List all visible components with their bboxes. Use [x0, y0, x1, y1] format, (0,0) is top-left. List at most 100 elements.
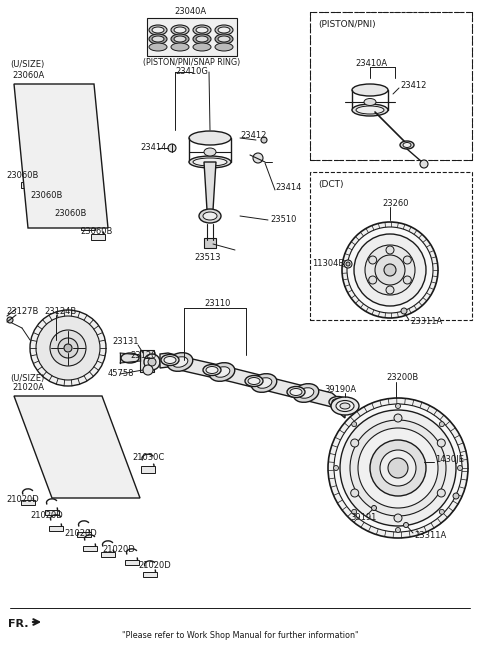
Bar — [65, 216, 79, 222]
Text: 23260: 23260 — [382, 200, 408, 209]
Circle shape — [386, 286, 394, 294]
Text: 23412: 23412 — [400, 81, 426, 90]
Circle shape — [352, 510, 357, 514]
Bar — [91, 234, 105, 240]
Text: (PISTON/PNI/SNAP RING): (PISTON/PNI/SNAP RING) — [144, 57, 240, 66]
Ellipse shape — [352, 104, 388, 116]
Text: 39191: 39191 — [350, 514, 376, 523]
Text: 23513: 23513 — [195, 254, 221, 263]
Ellipse shape — [332, 398, 344, 406]
Text: 21020A: 21020A — [12, 384, 44, 393]
Text: 23120: 23120 — [130, 352, 156, 361]
Ellipse shape — [364, 99, 376, 105]
Ellipse shape — [152, 27, 164, 33]
Circle shape — [334, 404, 462, 532]
Ellipse shape — [204, 148, 216, 156]
Ellipse shape — [193, 158, 227, 166]
Ellipse shape — [193, 25, 211, 35]
Circle shape — [340, 410, 456, 526]
Text: 21020D: 21020D — [6, 495, 39, 504]
Circle shape — [342, 222, 438, 318]
Text: 23060A: 23060A — [12, 72, 44, 81]
Ellipse shape — [215, 43, 233, 51]
Bar — [310, 172, 472, 320]
Circle shape — [346, 262, 350, 266]
Circle shape — [50, 330, 86, 366]
Text: 23060B: 23060B — [6, 170, 38, 179]
Text: 23311A: 23311A — [410, 317, 442, 326]
Ellipse shape — [331, 397, 359, 415]
Bar — [81, 224, 95, 230]
Ellipse shape — [336, 400, 354, 411]
Circle shape — [261, 137, 267, 143]
Ellipse shape — [403, 142, 411, 148]
Ellipse shape — [171, 43, 189, 51]
Text: 23124B: 23124B — [44, 307, 76, 317]
Circle shape — [365, 245, 415, 295]
Ellipse shape — [149, 43, 167, 51]
Circle shape — [334, 465, 338, 471]
Circle shape — [388, 458, 408, 478]
Circle shape — [347, 227, 433, 313]
Text: (U/SIZE): (U/SIZE) — [10, 60, 44, 70]
Ellipse shape — [215, 34, 233, 44]
Circle shape — [144, 354, 160, 370]
Circle shape — [394, 414, 402, 422]
Ellipse shape — [171, 34, 189, 44]
Bar — [45, 510, 59, 515]
Ellipse shape — [209, 363, 235, 382]
Text: 23060B: 23060B — [30, 190, 62, 200]
Bar — [140, 350, 154, 372]
Circle shape — [344, 260, 352, 268]
Bar — [21, 182, 35, 188]
Circle shape — [351, 439, 359, 447]
Polygon shape — [14, 396, 140, 498]
Bar — [77, 532, 91, 537]
Text: (DCT): (DCT) — [318, 179, 344, 188]
Text: 23131: 23131 — [112, 337, 139, 346]
Circle shape — [143, 365, 153, 375]
Ellipse shape — [287, 387, 305, 398]
Text: 23410G: 23410G — [176, 68, 208, 77]
Circle shape — [354, 234, 426, 306]
Ellipse shape — [400, 141, 414, 149]
Text: (PISTON/PNI): (PISTON/PNI) — [318, 20, 376, 29]
Bar — [143, 572, 157, 577]
Text: 23311A: 23311A — [414, 530, 446, 540]
Text: 23060B: 23060B — [54, 209, 86, 218]
Circle shape — [375, 255, 405, 285]
Ellipse shape — [172, 357, 188, 367]
Text: 11304B: 11304B — [312, 259, 344, 268]
Circle shape — [453, 493, 459, 499]
Circle shape — [64, 344, 72, 352]
Circle shape — [384, 264, 396, 276]
Text: 23414: 23414 — [140, 144, 167, 153]
Text: 23110: 23110 — [205, 300, 231, 309]
Text: 1430JE: 1430JE — [435, 456, 464, 465]
Ellipse shape — [356, 106, 384, 114]
Circle shape — [439, 510, 444, 514]
Circle shape — [36, 316, 100, 380]
Ellipse shape — [206, 367, 218, 374]
Ellipse shape — [167, 353, 193, 371]
Ellipse shape — [174, 27, 186, 33]
Ellipse shape — [149, 25, 167, 35]
Circle shape — [380, 450, 416, 486]
Ellipse shape — [196, 36, 208, 42]
Ellipse shape — [293, 384, 319, 402]
Circle shape — [350, 420, 446, 516]
Text: 23127B: 23127B — [6, 307, 38, 317]
Text: "Please refer to Work Shop Manual for further information": "Please refer to Work Shop Manual for fu… — [122, 632, 358, 640]
Circle shape — [58, 338, 78, 358]
Bar — [41, 197, 55, 203]
Circle shape — [420, 160, 428, 168]
Circle shape — [403, 276, 411, 284]
Ellipse shape — [193, 43, 211, 51]
Circle shape — [351, 489, 359, 497]
Text: 21030C: 21030C — [132, 454, 164, 463]
Circle shape — [439, 422, 444, 426]
Ellipse shape — [189, 131, 231, 145]
Ellipse shape — [189, 156, 231, 168]
Ellipse shape — [215, 25, 233, 35]
Text: 23040A: 23040A — [174, 8, 206, 16]
